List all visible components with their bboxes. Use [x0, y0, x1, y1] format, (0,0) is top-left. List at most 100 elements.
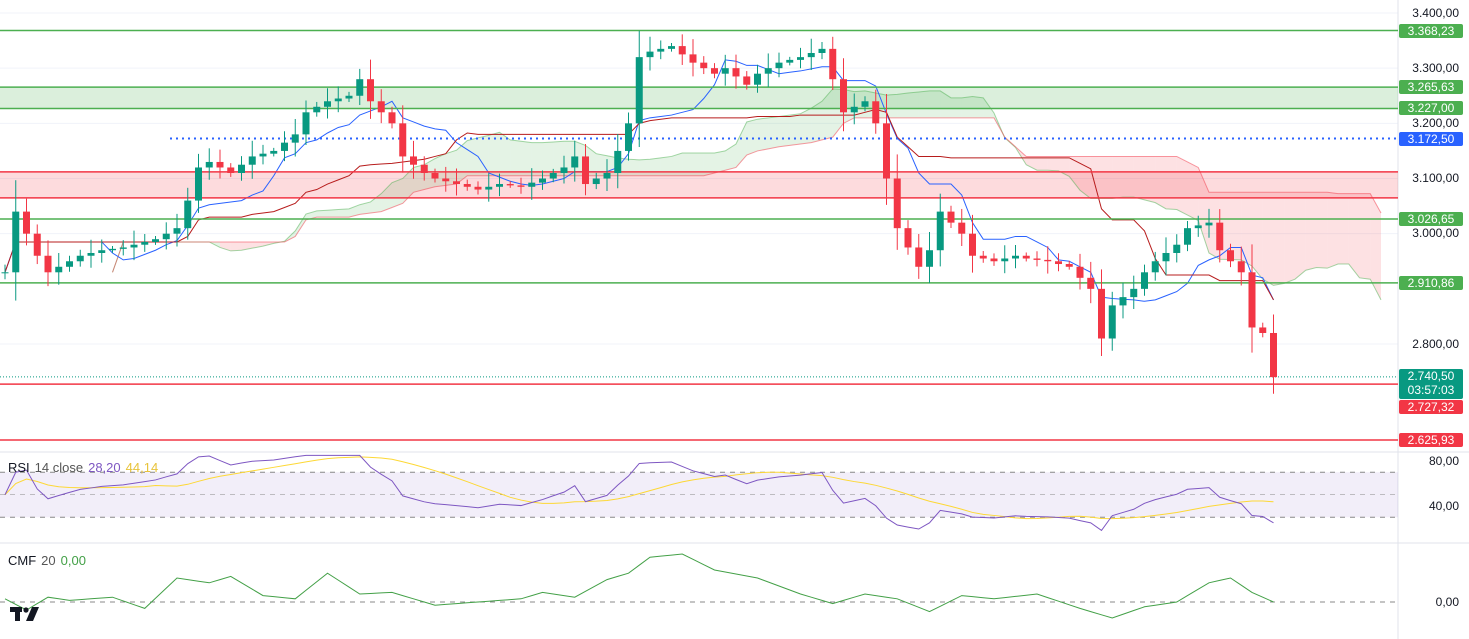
ichimoku-cloud-segment: [800, 108, 812, 145]
ichimoku-cloud-segment: [1198, 167, 1209, 253]
candle-body: [603, 172, 611, 179]
ichimoku-cloud-segment: [757, 117, 769, 151]
candle-body: [216, 161, 224, 168]
ichimoku-cloud-segment: [822, 88, 833, 140]
price-level-label: 3.265,63: [1399, 80, 1463, 95]
candle-body: [442, 178, 450, 182]
candle-body: [238, 164, 245, 173]
candle-body: [1194, 225, 1202, 229]
candle-body: [33, 233, 41, 256]
candle-body: [958, 222, 966, 234]
ichimoku-cloud-segment: [714, 150, 726, 173]
candle-body: [12, 211, 20, 273]
ichimoku-cloud-segment: [478, 135, 489, 176]
candle-body: [657, 48, 665, 52]
ichimoku-cloud-segment: [811, 101, 822, 143]
ichimoku-cloud-segment: [521, 141, 532, 176]
ichimoku-cloud-segment: [1327, 192, 1338, 269]
ichimoku-cloud-segment: [908, 91, 919, 118]
ichimoku-cloud-segment: [499, 132, 511, 176]
candle-body: [1022, 255, 1030, 259]
ichimoku-cloud-segment: [327, 209, 339, 218]
ichimoku-cloud-segment: [1338, 193, 1349, 265]
candle-body: [969, 233, 976, 256]
ichimoku-cloud-segment: [746, 119, 758, 156]
ichimoku-cloud-segment: [220, 241, 231, 251]
ichimoku-cloud-segment: [1155, 156, 1166, 209]
candle-body: [840, 79, 847, 113]
candle-body: [592, 178, 600, 185]
ichimoku-cloud-segment: [316, 210, 328, 218]
candle-body: [915, 247, 923, 267]
price-axis-tick: 2.800,00: [1412, 336, 1459, 351]
ichimoku-cloud-segment: [650, 157, 661, 176]
ichimoku-cloud-segment: [1026, 156, 1037, 171]
candle-body: [1151, 261, 1159, 273]
rsi-axis-tick: 80,00: [1428, 453, 1459, 468]
candle-body: [1184, 228, 1191, 245]
ichimoku-cloud-segment: [510, 139, 521, 176]
support-zone: [0, 87, 1398, 109]
candle-body: [431, 172, 439, 179]
candle-body: [227, 167, 235, 173]
price-axis-tick: 3.200,00: [1412, 115, 1459, 130]
ichimoku-cloud-segment: [531, 142, 543, 176]
candle-body: [55, 266, 63, 273]
candle-body: [936, 211, 944, 251]
candle-body: [1130, 288, 1138, 298]
candle-body: [1216, 222, 1224, 251]
candle-body: [98, 250, 106, 253]
ichimoku-cloud-segment: [1112, 156, 1123, 199]
candle-body: [1065, 264, 1073, 267]
cmf-line: [4, 553, 1274, 619]
ichimoku-cloud-segment: [1047, 156, 1059, 171]
ichimoku-cloud-segment: [252, 241, 263, 249]
price-level-label: 3.026,65: [1399, 211, 1463, 226]
candle-body: [259, 153, 267, 157]
ichimoku-cloud-segment: [1262, 192, 1274, 286]
candle-body: [528, 182, 536, 187]
candle-body: [356, 79, 364, 96]
candle-body: [1108, 305, 1116, 339]
candle-body: [689, 54, 697, 63]
rsi-legend: RSI 14 close 28,20 44,14: [8, 460, 163, 475]
candle-body: [732, 68, 740, 77]
candle-body: [539, 178, 546, 183]
ichimoku-cloud-segment: [940, 90, 951, 118]
ichimoku-cloud-segment: [918, 90, 930, 118]
candle-body: [1119, 297, 1127, 306]
rsi-line: [4, 454, 1274, 532]
ichimoku-cloud-segment: [886, 94, 898, 118]
candle-body: [152, 239, 159, 242]
ichimoku-cloud-segment: [1090, 156, 1102, 199]
candle-body: [635, 57, 643, 124]
candle-body: [130, 244, 138, 248]
candle-body: [754, 73, 761, 85]
candle-body: [883, 123, 890, 179]
ichimoku-cloud-segment: [1241, 192, 1252, 267]
ichimoku-cloud-segment: [1316, 192, 1328, 269]
candle-body: [625, 123, 632, 151]
ichimoku-cloud-segment: [929, 90, 941, 118]
candle-body: [377, 101, 385, 113]
price-axis-tick: 3.000,00: [1412, 226, 1459, 241]
ichimoku-cloud-segment: [1273, 192, 1285, 286]
ichimoku-cloud-segment: [1069, 156, 1080, 191]
candle-body: [1098, 288, 1105, 339]
ichimoku-cloud-segment: [1037, 156, 1048, 171]
price-level-label: 3.368,23: [1399, 23, 1463, 38]
candle-body: [1205, 222, 1213, 226]
ichimoku-cloud-segment: [1230, 192, 1242, 260]
ichimoku-cloud-segment: [789, 113, 801, 146]
ichimoku-cloud-segment: [596, 153, 607, 176]
ichimoku-cloud-segment: [359, 201, 371, 215]
candle-body: [463, 184, 471, 187]
candle-body: [345, 95, 353, 99]
candle-body: [1227, 250, 1234, 262]
ichimoku-cloud-segment: [961, 96, 973, 118]
candle-body: [517, 185, 525, 187]
candle-body: [1173, 244, 1181, 253]
candle-body: [614, 150, 622, 173]
rsi-ma-value: 44,14: [125, 460, 159, 475]
